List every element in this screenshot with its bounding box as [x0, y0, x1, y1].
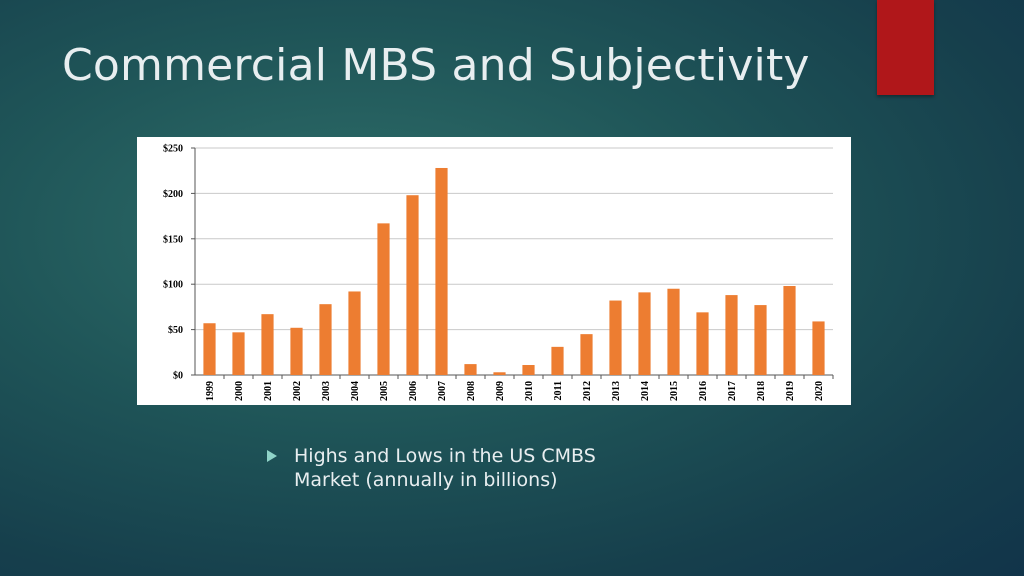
- y-tick-label: $150: [163, 234, 183, 245]
- x-tick-label: 2011: [553, 381, 564, 400]
- bar-2006: [406, 195, 419, 375]
- bullet-text: Highs and Lows in the US CMBS Market (an…: [294, 445, 596, 491]
- y-tick-label: $50: [168, 325, 183, 336]
- y-tick-label: $250: [163, 144, 183, 155]
- y-tick-label: $200: [163, 189, 183, 200]
- x-tick-label: 2014: [640, 381, 651, 401]
- bar-1999: [203, 323, 216, 375]
- bar-2018: [754, 305, 767, 375]
- bar-chart: $0 $50 $100 $150 $200 $250 1999 2000 2001 2002 200…: [137, 137, 851, 405]
- x-tick-label: 2015: [669, 381, 680, 401]
- x-tick-label: 2002: [292, 381, 303, 401]
- x-tick-label: 2019: [785, 381, 796, 401]
- bar-2005: [377, 223, 390, 375]
- y-tick-label: $100: [163, 280, 183, 291]
- bar-2007: [435, 167, 448, 375]
- x-tick-label: 2006: [408, 381, 419, 401]
- x-tick-label: 2005: [379, 381, 390, 401]
- x-tick-label: 2008: [466, 381, 477, 401]
- bullet-arrow-icon: [267, 450, 277, 462]
- bar-2011: [551, 346, 564, 375]
- x-tick-label: 1999: [205, 381, 216, 401]
- bar-2002: [290, 327, 303, 375]
- bar-2019: [783, 286, 796, 375]
- x-tick-label: 2018: [756, 381, 767, 401]
- x-tick-label: 2000: [234, 381, 245, 401]
- bar-2012: [580, 334, 593, 375]
- y-tick-label: $0: [173, 371, 183, 382]
- bar-2001: [261, 314, 274, 375]
- x-tick-label: 2010: [524, 381, 535, 401]
- bar-2017: [725, 295, 738, 375]
- bar-2013: [609, 300, 622, 375]
- x-tick-label: 2003: [321, 381, 332, 401]
- slide-title: Commercial MBS and Subjectivity: [62, 40, 810, 91]
- x-tick-label: 2001: [263, 381, 274, 401]
- x-tick-label: 2017: [727, 381, 738, 401]
- x-tick-label: 2016: [698, 381, 709, 401]
- bar-2016: [696, 312, 709, 375]
- chart-svg: $0 $50 $100 $150 $200 $250 1999 2000 2001 2002 200…: [163, 144, 834, 401]
- bar-2015: [667, 288, 680, 375]
- bar-2000: [232, 332, 245, 375]
- bar-2009: [493, 372, 506, 375]
- bar-2008: [464, 364, 477, 375]
- x-tick-label: 2009: [495, 381, 506, 401]
- bullet-point: Highs and Lows in the US CMBS Market (an…: [267, 444, 634, 492]
- x-tick-label: 2013: [611, 381, 622, 401]
- bar-2003: [319, 304, 332, 375]
- x-tick-label: 2012: [582, 381, 593, 401]
- accent-tab: [877, 0, 934, 95]
- bar-2010: [522, 365, 535, 375]
- x-tick-label: 2007: [437, 381, 448, 401]
- x-tick-label: 2004: [350, 381, 361, 401]
- bar-2020: [812, 321, 825, 375]
- bar-2014: [638, 292, 651, 375]
- bar-2004: [348, 291, 361, 375]
- x-tick-label: 2020: [814, 381, 825, 401]
